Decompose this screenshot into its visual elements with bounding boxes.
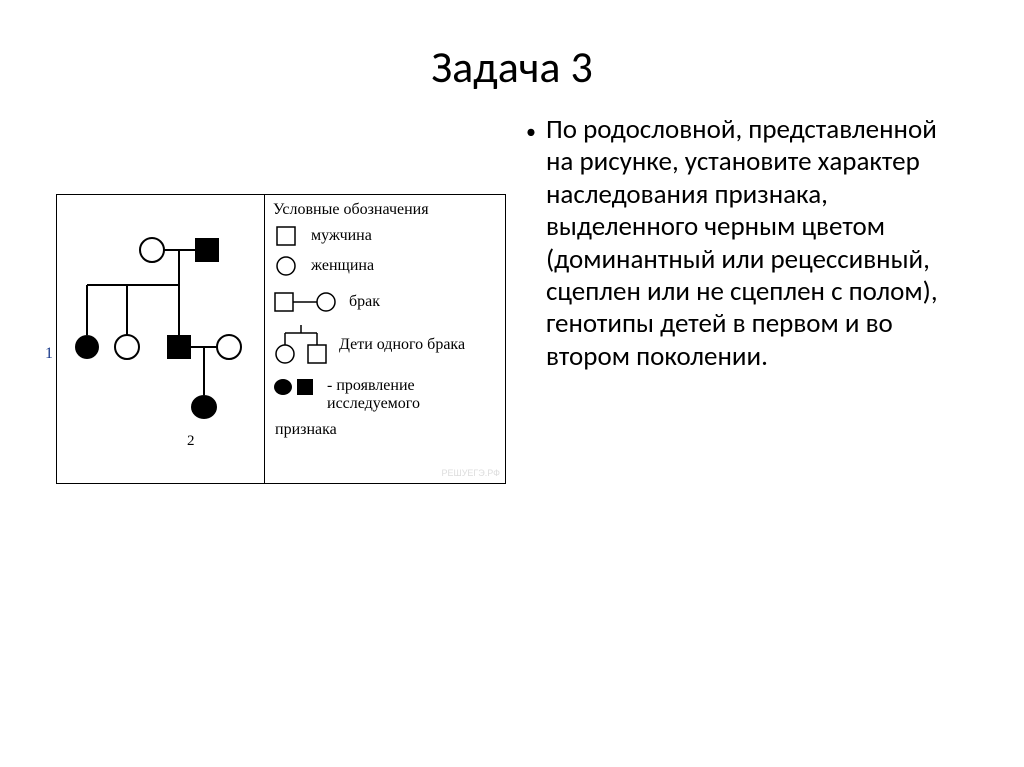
legend-affected-label-2: признака — [275, 421, 497, 439]
legend-children: Дети одного брака — [273, 323, 497, 367]
diagram-column: 1 2 — [56, 114, 506, 484]
generation-2-label: 2 — [187, 433, 195, 450]
legend-affected-label: - проявление исследуемого — [327, 377, 497, 413]
legend-female: женщина — [273, 255, 497, 277]
legend-marriage-label: брак — [349, 293, 380, 311]
pedigree-panel: 1 2 — [57, 195, 265, 483]
pedigree-svg — [57, 195, 265, 485]
generation-1-label: 1 — [45, 345, 53, 363]
page-title: Задача 3 — [0, 0, 1024, 114]
legend-female-label: женщина — [311, 257, 374, 275]
legend-male: мужчина — [273, 225, 497, 247]
bullet-item: • По родословной, представленной на рису… — [526, 114, 968, 373]
legend-male-label: мужчина — [311, 227, 372, 245]
diagram-box: 1 2 — [56, 194, 506, 484]
legend-affected: - проявление исследуемого — [273, 377, 497, 413]
legend-panel: Условные обозначения мужчина женщина бр — [265, 195, 505, 483]
content-area: 1 2 — [0, 114, 1024, 484]
body-text: По родословной, представленной на рисунк… — [546, 114, 968, 373]
legend-title: Условные обозначения — [273, 201, 497, 219]
text-column: • По родословной, представленной на рису… — [526, 114, 968, 484]
bullet-icon: • — [526, 114, 536, 373]
legend-children-label: Дети одного брака — [339, 336, 465, 354]
watermark: РЕШУЕГЭ.РФ — [441, 468, 500, 478]
legend-marriage: брак — [273, 289, 497, 315]
